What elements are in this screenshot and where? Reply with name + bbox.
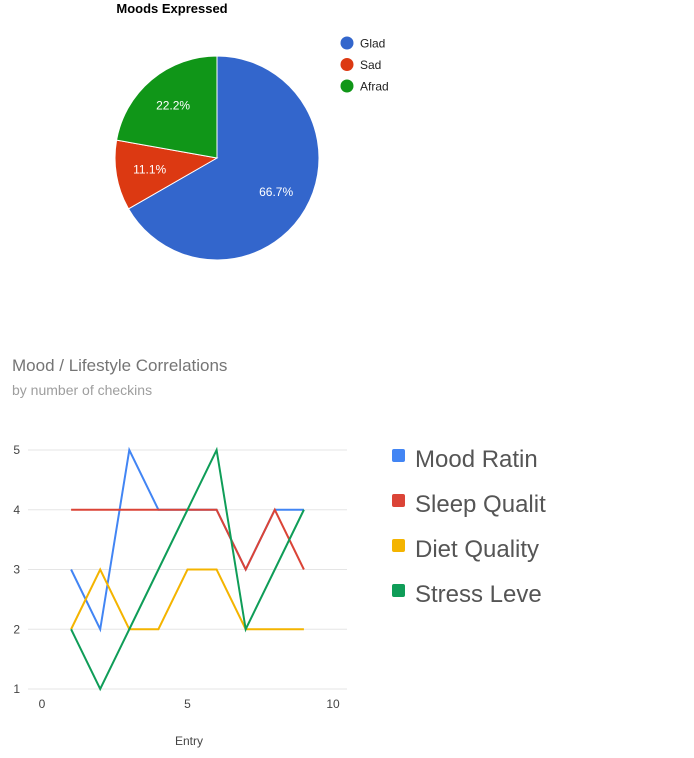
series-line-stress-leve[interactable] xyxy=(70,446,305,692)
legend-label-sad[interactable]: Sad xyxy=(360,58,381,72)
pie-chart-title: Moods Expressed xyxy=(116,1,227,16)
y-axis-ticks: 1 2 3 4 5 xyxy=(13,443,20,696)
x-tick-label: 10 xyxy=(326,697,340,711)
legend-label-afrad[interactable]: Afrad xyxy=(360,80,389,94)
x-axis-title: Entry xyxy=(175,734,203,748)
pie-slice-sad[interactable] xyxy=(114,139,219,210)
legend-label-glad[interactable]: Glad xyxy=(360,37,385,51)
line-series xyxy=(70,446,305,692)
pie-slice-afrad[interactable] xyxy=(115,55,218,159)
pie-slices: 66.7% 11.1% 22.2% xyxy=(114,55,320,261)
legend-label[interactable]: Diet Quality xyxy=(415,536,539,563)
y-tick-label: 2 xyxy=(13,622,20,636)
y-tick-label: 3 xyxy=(13,563,20,577)
series-line-diet-quality[interactable] xyxy=(70,567,304,631)
series-line-sleep-qualit[interactable] xyxy=(71,507,305,572)
y-tick-label: 1 xyxy=(13,682,20,696)
pie-chart: Moods Expressed 66.7% 11.1% 22.2% Glad Sad A… xyxy=(114,1,389,261)
pie-legend: Glad Sad Afrad xyxy=(340,36,389,94)
legend-marker-sad xyxy=(340,58,354,71)
line-chart-title: Mood / Lifestyle Correlations xyxy=(12,356,227,375)
legend-marker-afrad xyxy=(340,79,354,93)
x-tick-label: 0 xyxy=(39,697,46,711)
line-chart-panel: Mood / Lifestyle Correlations by number … xyxy=(0,345,694,753)
line-chart: Mood / Lifestyle Correlations by number … xyxy=(12,356,546,748)
pie-slice-label: 22.2% xyxy=(156,99,190,113)
legend-label[interactable]: Mood Ratin xyxy=(415,446,538,473)
legend-marker xyxy=(392,584,405,597)
pie-slice-label: 11.1% xyxy=(133,163,166,177)
pie-slice-glad[interactable] xyxy=(127,55,320,261)
pie-slice-label: 66.7% xyxy=(259,185,293,199)
y-tick-label: 4 xyxy=(13,503,20,517)
legend-marker xyxy=(392,494,405,507)
legend-label[interactable]: Stress Leve xyxy=(415,581,542,608)
y-tick-label: 5 xyxy=(13,443,20,457)
legend-marker-glad xyxy=(340,36,354,50)
x-tick-label: 5 xyxy=(184,697,191,711)
line-legend: Mood Ratin Sleep Qualit Diet Quality Stress… xyxy=(392,446,546,608)
legend-label[interactable]: Sleep Qualit xyxy=(415,491,546,518)
legend-marker xyxy=(392,449,405,462)
line-chart-subtitle: by number of checkins xyxy=(12,382,152,398)
x-axis-ticks: 0 5 10 xyxy=(39,697,340,711)
legend-marker xyxy=(392,539,405,552)
pie-chart-panel: Moods Expressed 66.7% 11.1% 22.2% Glad Sad A… xyxy=(0,0,694,300)
series-line-mood-ratin[interactable] xyxy=(70,446,304,633)
